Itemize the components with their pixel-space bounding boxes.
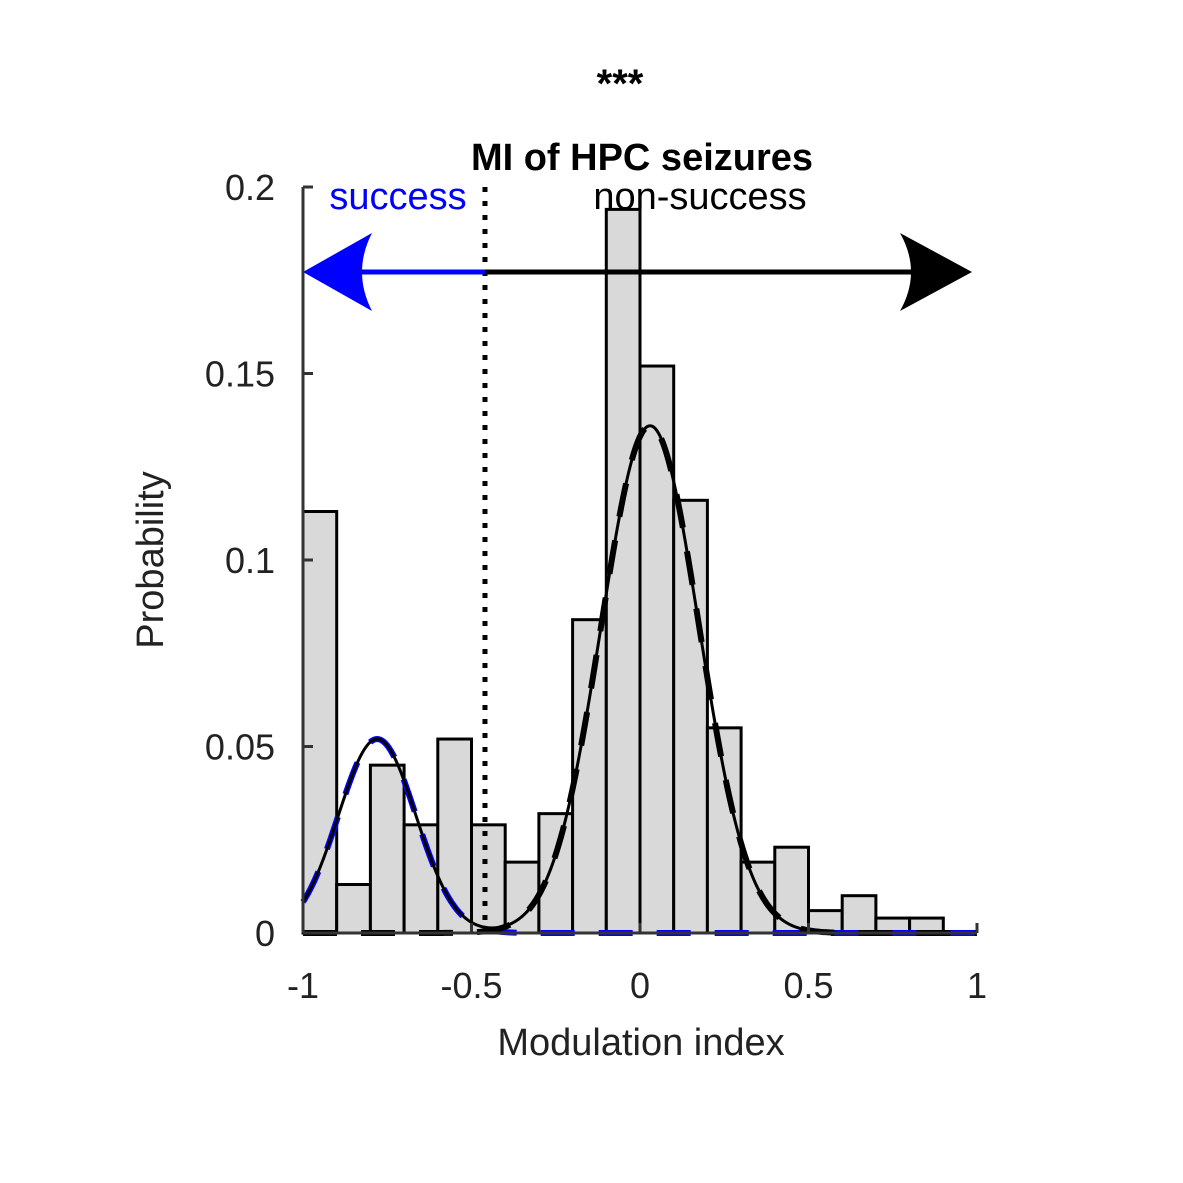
histogram-bars bbox=[301, 207, 945, 935]
chart-title: MI of HPC seizures bbox=[471, 137, 813, 179]
success-arrow-head bbox=[303, 233, 372, 311]
x-tick-label: -1 bbox=[287, 965, 319, 1006]
x-tick-label: 1 bbox=[967, 965, 987, 1006]
histogram-bar bbox=[335, 883, 372, 935]
non-success-arrow-head bbox=[900, 233, 972, 311]
histogram-bar bbox=[368, 763, 406, 935]
y-tick-label: 0.1 bbox=[225, 540, 275, 581]
y-axis-label: Probability bbox=[130, 471, 172, 648]
significance-label: *** bbox=[597, 62, 644, 106]
x-tick-label: 0 bbox=[630, 965, 650, 1006]
success-label: success bbox=[329, 176, 466, 218]
histogram-bar bbox=[402, 823, 440, 935]
histogram-bar bbox=[503, 860, 541, 935]
histogram-bar bbox=[301, 510, 339, 935]
histogram-bar bbox=[773, 845, 810, 935]
histogram-bar bbox=[840, 894, 878, 935]
y-tick-label: 0.05 bbox=[205, 727, 275, 768]
y-tick-label: 0 bbox=[255, 913, 275, 954]
histogram-bar bbox=[739, 860, 777, 935]
histogram-bar bbox=[537, 812, 575, 935]
axes: 0 0.05 0.1 0.15 0.2 -1 -0.5 0 0.5 1 bbox=[205, 167, 987, 1006]
threshold-and-arrows bbox=[303, 187, 972, 933]
histogram-bar bbox=[705, 726, 743, 935]
x-tick-label: -0.5 bbox=[440, 965, 502, 1006]
x-axis-label: Modulation index bbox=[497, 1022, 784, 1064]
x-tick-label: 0.5 bbox=[783, 965, 833, 1006]
y-tick-label: 0.15 bbox=[205, 354, 275, 395]
histogram-bar bbox=[470, 823, 507, 935]
y-tick-label: 0.2 bbox=[225, 167, 275, 208]
histogram-bar bbox=[436, 737, 473, 935]
